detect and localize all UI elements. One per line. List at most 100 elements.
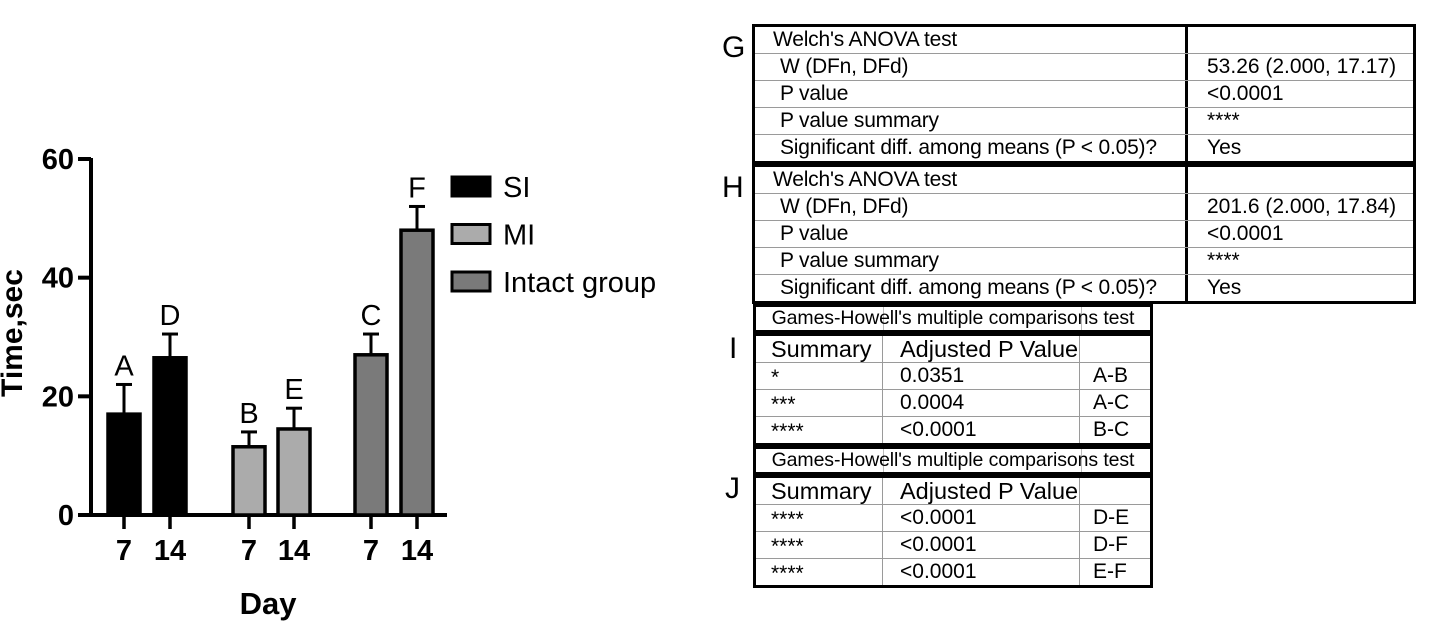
column-divider bbox=[1081, 449, 1082, 472]
comparison-cell: E-F bbox=[1093, 560, 1127, 583]
row-value: Yes bbox=[1207, 276, 1242, 299]
bar-letter-d: D bbox=[160, 300, 181, 332]
table-row: W (DFn, DFd) 53.26 (2.000, 17.17) bbox=[755, 53, 1413, 80]
summary-cell: **** bbox=[756, 532, 883, 558]
comparison-cell: A-B bbox=[1093, 364, 1129, 387]
summary-cell: *** bbox=[756, 390, 883, 416]
summary-cell: **** bbox=[756, 559, 883, 585]
legend-swatch-si bbox=[450, 175, 492, 198]
row-value: <0.0001 bbox=[1207, 82, 1284, 105]
legend-swatch-intact-group bbox=[450, 270, 492, 293]
row-label: P value bbox=[755, 221, 1188, 247]
y-axis-title: Time,sec bbox=[0, 269, 29, 397]
row-value: 53.26 (2.000, 17.17) bbox=[1207, 55, 1397, 78]
pvalue-cell: <0.0001 bbox=[883, 417, 1080, 443]
bar-c bbox=[353, 353, 389, 517]
bar-letter-a: A bbox=[114, 350, 134, 382]
table-row: **** <0.0001 E-F bbox=[756, 558, 1150, 585]
row-value: <0.0001 bbox=[1207, 222, 1284, 245]
welch-anova-table-g: Welch's ANOVA test W (DFn, DFd) 53.26 (2… bbox=[752, 24, 1416, 164]
panel-label-h: H bbox=[722, 171, 744, 204]
header-cell: Summary bbox=[756, 478, 883, 504]
x-tick-label: 7 bbox=[363, 535, 379, 567]
table-row: W (DFn, DFd) 201.6 (2.000, 17.84) bbox=[755, 193, 1413, 220]
header-cell bbox=[1080, 336, 1150, 362]
bar-b bbox=[231, 445, 267, 517]
x-tick-label: 14 bbox=[278, 535, 310, 567]
welch-anova-table-h: Welch's ANOVA test W (DFn, DFd) 201.6 (2… bbox=[752, 164, 1416, 304]
bar-letter-c: C bbox=[361, 300, 382, 332]
table-row: P value <0.0001 bbox=[755, 220, 1413, 247]
table-row: Welch's ANOVA test bbox=[755, 167, 1413, 193]
table-row: Significant diff. among means (P < 0.05)… bbox=[755, 274, 1413, 301]
row-label: P value summary bbox=[755, 108, 1188, 134]
comparison-cell: B-C bbox=[1093, 418, 1130, 441]
legend-swatch-mi bbox=[450, 223, 492, 245]
table-title: Games-Howell's multiple comparisons test bbox=[771, 449, 1135, 471]
x-tick-label: 14 bbox=[401, 535, 433, 567]
comparison-cell: D-E bbox=[1093, 506, 1130, 529]
y-tick-label: 20 bbox=[42, 381, 74, 413]
bar-letter-f: F bbox=[408, 172, 426, 204]
column-divider bbox=[1081, 307, 1082, 330]
pvalue-cell: <0.0001 bbox=[883, 559, 1080, 585]
column-divider bbox=[883, 449, 884, 472]
row-label: Welch's ANOVA test bbox=[755, 27, 1188, 53]
games-howell-table-i: Summary Adjusted P Value * 0.0351 A-B **… bbox=[753, 333, 1153, 446]
header-cell: Summary bbox=[756, 336, 883, 362]
summary-cell: **** bbox=[756, 505, 883, 531]
legend-label-si: SI bbox=[503, 172, 530, 204]
table-row: Welch's ANOVA test bbox=[755, 27, 1413, 53]
header-cell bbox=[1080, 478, 1150, 504]
y-tick-label: 0 bbox=[58, 500, 74, 532]
row-label: P value summary bbox=[755, 248, 1188, 274]
column-divider bbox=[883, 307, 884, 330]
table-row: P value summary **** bbox=[755, 107, 1413, 134]
row-label: P value bbox=[755, 81, 1188, 107]
games-howell-title-j: Games-Howell's multiple comparisons test bbox=[753, 446, 1153, 475]
y-tick-label: 40 bbox=[42, 263, 74, 295]
table-row: Significant diff. among means (P < 0.05)… bbox=[755, 134, 1413, 161]
legend-label-mi: MI bbox=[503, 220, 535, 252]
panel-label-g: G bbox=[722, 31, 746, 64]
bar-letter-b: B bbox=[239, 398, 258, 430]
y-tick-label: 60 bbox=[42, 144, 74, 176]
bar-e bbox=[276, 427, 312, 517]
bar-d bbox=[152, 356, 188, 517]
legend-label-intact-group: Intact group bbox=[503, 267, 656, 299]
x-axis-title: Day bbox=[240, 586, 298, 621]
pvalue-cell: <0.0001 bbox=[883, 532, 1080, 558]
row-value bbox=[1188, 27, 1413, 53]
table-row: **** <0.0001 D-F bbox=[756, 531, 1150, 558]
comparison-cell: A-C bbox=[1093, 391, 1130, 414]
table-row: P value summary **** bbox=[755, 247, 1413, 274]
row-value: Yes bbox=[1207, 136, 1242, 159]
games-howell-title-i: Games-Howell's multiple comparisons test bbox=[753, 304, 1153, 333]
summary-cell: * bbox=[756, 363, 883, 389]
bar-f bbox=[399, 228, 435, 517]
x-tick-label: 14 bbox=[154, 535, 186, 567]
panel-label-j: J bbox=[725, 472, 740, 505]
games-howell-table-j: Summary Adjusted P Value **** <0.0001 D-… bbox=[753, 475, 1153, 588]
table-row: **** <0.0001 D-E bbox=[756, 504, 1150, 531]
x-tick-label: 7 bbox=[241, 535, 257, 567]
row-label: W (DFn, DFd) bbox=[755, 54, 1188, 80]
table-title: Games-Howell's multiple comparisons test bbox=[771, 307, 1135, 329]
row-value bbox=[1188, 167, 1413, 193]
bar-a bbox=[106, 412, 142, 517]
header-cell: Adjusted P Value bbox=[883, 478, 1080, 504]
table-row: **** <0.0001 B-C bbox=[756, 416, 1150, 443]
row-label: Significant diff. among means (P < 0.05)… bbox=[755, 135, 1188, 161]
header-cell: Adjusted P Value bbox=[883, 336, 1080, 362]
row-value: **** bbox=[1207, 109, 1240, 132]
table-header-row: Summary Adjusted P Value bbox=[756, 336, 1150, 362]
panel-label-i: I bbox=[729, 332, 738, 365]
summary-cell: **** bbox=[756, 417, 883, 443]
comparison-cell: D-F bbox=[1093, 533, 1128, 556]
row-label: Significant diff. among means (P < 0.05)… bbox=[755, 275, 1188, 301]
pvalue-cell: 0.0351 bbox=[883, 363, 1080, 389]
table-row: P value <0.0001 bbox=[755, 80, 1413, 107]
pvalue-cell: <0.0001 bbox=[883, 505, 1080, 531]
bar-letter-e: E bbox=[284, 374, 303, 406]
